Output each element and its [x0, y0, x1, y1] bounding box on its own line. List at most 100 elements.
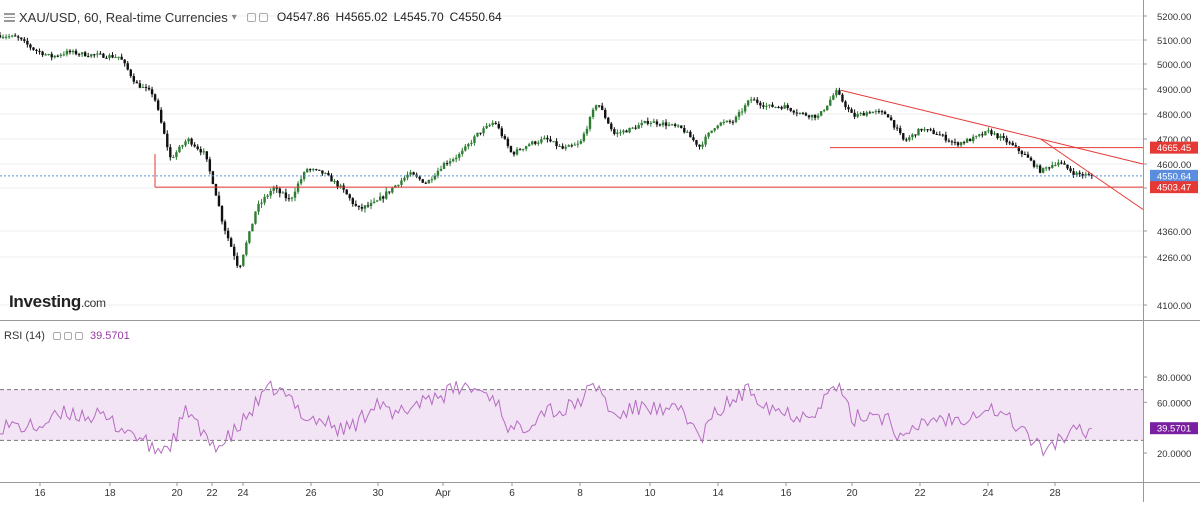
- candle-body: [254, 211, 257, 224]
- price-tick-label: 4900.00: [1157, 85, 1191, 96]
- candle-body: [1060, 162, 1063, 164]
- candle-body: [74, 50, 78, 55]
- candle-body: [202, 151, 205, 153]
- candle-body: [503, 136, 507, 139]
- logo-brand: Investing: [9, 292, 81, 311]
- candle-body: [856, 114, 859, 117]
- candle-body: [865, 112, 868, 116]
- candle-body: [208, 159, 212, 172]
- candle-body: [65, 50, 69, 55]
- candle-body: [1002, 136, 1005, 138]
- rsi-close-icon[interactable]: [74, 332, 83, 340]
- candle-body: [704, 136, 707, 145]
- candle-body: [476, 132, 479, 137]
- candle-body: [123, 59, 126, 64]
- time-tick-label: 28: [1049, 488, 1061, 499]
- candle-body: [816, 115, 820, 118]
- candle-body: [905, 139, 908, 141]
- candle-body: [260, 202, 263, 204]
- candle-body: [923, 129, 926, 131]
- candle-body: [914, 134, 917, 136]
- candle-body: [229, 238, 233, 247]
- candle-body: [333, 181, 336, 183]
- rsi-header: RSI (14) 39.5701: [4, 330, 130, 342]
- candle-body: [479, 132, 482, 134]
- chevron-down-icon[interactable]: ▾: [231, 11, 237, 23]
- candle-body: [315, 169, 318, 171]
- candle-body: [135, 81, 139, 84]
- candle-body: [132, 76, 136, 82]
- rsi-hide-icon[interactable]: [63, 332, 72, 340]
- candle-body: [600, 105, 604, 110]
- candle-body: [354, 203, 358, 206]
- candle-body: [236, 255, 239, 266]
- hide-icon[interactable]: [258, 12, 268, 22]
- candle-body: [1045, 167, 1048, 169]
- candle-body: [1014, 145, 1017, 147]
- candle-body: [144, 86, 148, 88]
- candle-body: [826, 105, 829, 111]
- candle-body: [105, 57, 108, 59]
- price-tick-label: 4700.00: [1157, 135, 1191, 146]
- candle-body: [585, 128, 589, 134]
- candle-body: [336, 181, 339, 187]
- candle-body: [978, 134, 981, 136]
- candle-body: [309, 169, 312, 171]
- price-label-text: 4550.64: [1157, 171, 1191, 182]
- candle-body: [430, 179, 434, 181]
- candle-body: [625, 130, 628, 133]
- candle-body: [844, 101, 847, 108]
- candle-body: [549, 139, 552, 142]
- candle-body: [564, 146, 567, 149]
- rsi-tick-label: 80.0000: [1157, 373, 1191, 384]
- candle-body: [126, 63, 129, 70]
- price-label-box: [1150, 141, 1198, 154]
- candle-body: [911, 134, 914, 138]
- candle-body: [597, 105, 601, 107]
- candle-body: [406, 174, 409, 178]
- candle-body: [956, 142, 960, 146]
- settings-icon[interactable]: [246, 12, 256, 22]
- candle-body: [248, 231, 251, 243]
- candle-body: [628, 127, 631, 133]
- candle-body: [880, 111, 884, 113]
- rsi-current-box: [1150, 422, 1198, 435]
- candle-body: [445, 163, 449, 165]
- rsi-label[interactable]: RSI (14): [4, 330, 45, 342]
- menu-icon[interactable]: [4, 12, 15, 22]
- candle-body: [768, 104, 771, 106]
- candle-body: [117, 56, 120, 58]
- candle-body: [783, 105, 786, 109]
- trendline-steep[interactable]: [1040, 138, 1144, 210]
- candle-body: [622, 130, 625, 133]
- candle-body: [889, 117, 893, 121]
- candle-body: [765, 105, 768, 107]
- candle-body: [661, 122, 665, 126]
- price-tick-label: 5000.00: [1157, 60, 1191, 71]
- candle-body: [701, 144, 704, 147]
- candle-body: [555, 141, 558, 147]
- candle-body: [707, 132, 710, 137]
- candle-body: [275, 187, 278, 189]
- candle-body: [868, 112, 872, 114]
- candle-body: [944, 134, 948, 141]
- candle-body: [953, 141, 957, 143]
- candle-body: [464, 146, 467, 151]
- candle-body: [902, 133, 905, 140]
- candle-body: [740, 111, 744, 113]
- candle-body: [561, 146, 564, 149]
- trendline-main[interactable]: [840, 89, 1144, 165]
- candle-body: [163, 122, 166, 134]
- symbol-label[interactable]: XAU/USD, 60, Real-time Currencies: [19, 9, 228, 25]
- candle-body: [394, 185, 397, 188]
- candle-body: [531, 141, 534, 145]
- candle-body: [509, 146, 513, 153]
- rsi-settings-icon[interactable]: [52, 332, 61, 340]
- low-value: L4545.70: [393, 10, 444, 24]
- candle-body: [454, 157, 458, 160]
- candle-body: [20, 37, 23, 40]
- chart-header: XAU/USD, 60, Real-time Currencies ▾ O454…: [4, 8, 502, 26]
- candle-body: [573, 144, 577, 146]
